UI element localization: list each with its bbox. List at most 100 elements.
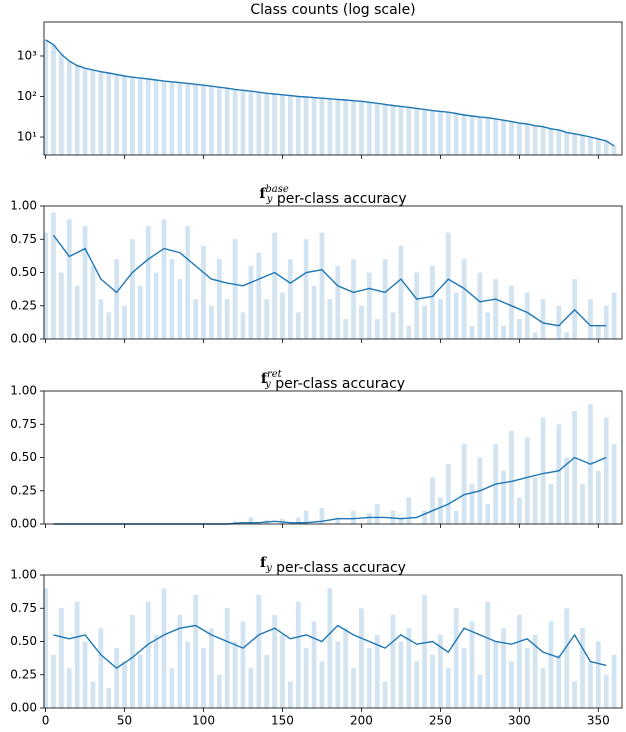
bar <box>216 674 222 708</box>
panel: 10¹ 10² 10³ Class counts (log scale) <box>17 2 623 159</box>
x-tick-label: 100 <box>192 714 215 728</box>
bar <box>469 116 475 155</box>
bar <box>319 98 325 155</box>
bar <box>98 628 104 708</box>
bar <box>303 648 309 708</box>
bar <box>501 120 506 155</box>
bar <box>445 112 451 155</box>
bar <box>177 279 183 339</box>
bar <box>256 252 262 339</box>
axes-frame <box>43 21 623 156</box>
bar <box>122 76 127 155</box>
title-superscript: ret <box>267 369 283 380</box>
bar <box>453 608 459 708</box>
bar <box>461 444 467 524</box>
bar <box>477 117 483 155</box>
bar <box>90 70 96 155</box>
bar <box>51 44 56 155</box>
bar <box>595 138 601 155</box>
bar <box>422 305 427 339</box>
bar <box>406 497 412 524</box>
bar <box>509 121 514 155</box>
bar <box>106 312 112 339</box>
bar <box>540 126 546 155</box>
title-subscript: y <box>265 563 272 574</box>
bar <box>114 648 120 708</box>
bar <box>398 517 404 524</box>
bar <box>161 219 167 339</box>
bar <box>335 99 341 155</box>
bar <box>272 94 277 155</box>
bar <box>264 654 270 708</box>
bar <box>240 90 246 155</box>
x-tick-label: 250 <box>429 714 452 728</box>
bar <box>311 621 317 708</box>
bar <box>130 614 135 708</box>
bar <box>556 424 562 524</box>
bar <box>264 93 270 155</box>
bar <box>98 71 104 155</box>
bar <box>611 444 617 524</box>
bar <box>509 661 514 708</box>
bar <box>366 648 372 708</box>
bar <box>406 107 412 155</box>
y-tick-label: 1.00 <box>10 568 37 582</box>
bar <box>414 661 420 708</box>
bar <box>445 464 451 524</box>
bar <box>501 628 506 708</box>
y-tick-label: 0.50 <box>10 265 37 279</box>
bar <box>374 319 380 339</box>
bar <box>216 259 222 339</box>
bar <box>595 641 601 708</box>
bar <box>209 86 214 155</box>
bar <box>509 430 514 524</box>
bar <box>335 265 341 339</box>
y-tick-label: 1.00 <box>10 199 37 213</box>
bar <box>588 137 593 155</box>
bar <box>564 332 570 339</box>
bar <box>556 129 562 155</box>
bar <box>469 484 475 524</box>
bar <box>588 661 593 708</box>
bar <box>580 484 585 524</box>
bar <box>193 84 198 155</box>
bar <box>374 504 380 524</box>
bar <box>390 312 396 339</box>
bar <box>311 97 317 155</box>
bar <box>382 259 388 339</box>
bar <box>248 91 254 155</box>
bar <box>303 97 309 155</box>
bar <box>556 654 562 708</box>
bar <box>611 654 617 708</box>
bar <box>59 608 64 708</box>
bar <box>280 634 285 708</box>
y-tick-label: 0.25 <box>10 298 37 312</box>
bar <box>161 81 167 155</box>
panel: 0.00 0.25 0.50 0.75 1.00 fbase y per-class acc… <box>10 184 623 346</box>
bar <box>540 668 546 708</box>
bar <box>430 654 435 708</box>
bar <box>548 621 554 708</box>
panel: 0.00 0.25 0.50 0.75 1.00 fret y per-class accu… <box>10 369 623 531</box>
x-tick-label: 150 <box>271 714 294 728</box>
bar <box>295 601 301 708</box>
bar <box>66 61 72 155</box>
bar <box>185 641 191 708</box>
y-tick-label: 0.00 <box>10 332 37 346</box>
bar <box>193 299 198 339</box>
bar <box>114 74 120 155</box>
bar <box>343 99 349 155</box>
bar <box>224 299 230 339</box>
bar <box>422 510 427 524</box>
bar <box>295 96 301 155</box>
bar <box>493 279 499 339</box>
bar <box>272 232 277 339</box>
bar <box>335 641 341 708</box>
bar <box>493 118 499 155</box>
bar <box>43 232 48 339</box>
bar <box>453 292 459 339</box>
bar <box>66 219 72 339</box>
bar <box>248 668 254 708</box>
bar <box>485 504 491 524</box>
bar <box>469 621 475 708</box>
